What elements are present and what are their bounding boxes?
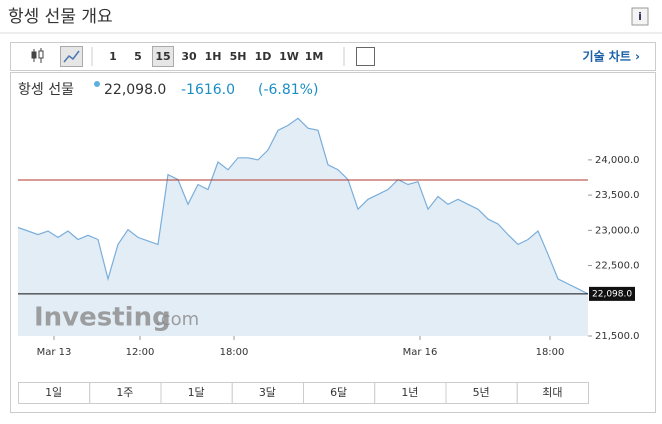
range-label: 5년 bbox=[473, 386, 490, 399]
sheet-icon[interactable] bbox=[356, 47, 375, 66]
x-tick-label: 18:00 bbox=[536, 347, 565, 358]
interval-button[interactable]: 15 bbox=[155, 50, 170, 63]
quote-price: 22,098.0 bbox=[104, 82, 166, 98]
range-label: 6달 bbox=[330, 386, 347, 399]
range-label: 최대 bbox=[542, 386, 562, 399]
y-tick-label: 23,500.0 bbox=[595, 190, 640, 201]
range-label: 1일 bbox=[45, 385, 62, 399]
line-icon bbox=[63, 50, 80, 63]
x-tick-label: 12:00 bbox=[126, 347, 155, 358]
range-label: 1년 bbox=[401, 386, 418, 399]
y-tick-label: 22,500.0 bbox=[595, 261, 640, 272]
interval-button[interactable]: 5 bbox=[134, 50, 142, 63]
line-icon-button[interactable] bbox=[60, 46, 83, 67]
quote-change: -1616.0 bbox=[181, 82, 235, 98]
y-tick-label: 21,500.0 bbox=[595, 331, 640, 342]
x-tick-label: Mar 13 bbox=[37, 347, 72, 358]
range-button[interactable] bbox=[516, 382, 589, 404]
title: 항셍 선물 개요 bbox=[8, 7, 113, 27]
interval-selected bbox=[152, 46, 174, 67]
quote-name: 항셍 선물 bbox=[18, 82, 74, 98]
interval-button[interactable]: 1M bbox=[305, 50, 324, 63]
info-icon: i bbox=[638, 10, 642, 23]
watermark-suffix: .com bbox=[155, 309, 199, 330]
last-price-label: 22,098.0 bbox=[592, 289, 632, 299]
interval-button[interactable]: 1 bbox=[109, 50, 117, 63]
x-tick-label: 18:00 bbox=[220, 347, 249, 358]
y-tick-label: 23,000.0 bbox=[595, 225, 640, 236]
last-price-box bbox=[589, 286, 635, 301]
watermark-brand: Investing bbox=[34, 303, 171, 333]
x-tick-label: Mar 16 bbox=[403, 347, 438, 358]
interval-button[interactable]: 1W bbox=[279, 50, 299, 63]
interval-button[interactable]: 30 bbox=[181, 50, 197, 63]
interval-button[interactable]: 5H bbox=[230, 50, 247, 63]
area-fill bbox=[18, 118, 588, 336]
quote-percent: (-6.81%) bbox=[258, 82, 318, 98]
range-label: 1주 bbox=[116, 386, 133, 399]
toolbar bbox=[10, 42, 656, 71]
info-button[interactable] bbox=[631, 7, 649, 26]
price-line bbox=[17, 117, 589, 295]
range-label: 3달 bbox=[259, 386, 276, 399]
range-label: 1달 bbox=[188, 386, 205, 399]
live-dot bbox=[94, 81, 100, 87]
technical-link[interactable]: 기술 차트 › bbox=[583, 49, 641, 64]
interval-button[interactable]: 1H bbox=[205, 50, 222, 63]
candle-icon[interactable] bbox=[31, 48, 44, 63]
y-tick-label: 24,000.0 bbox=[595, 155, 640, 166]
interval-button[interactable]: 1D bbox=[255, 50, 272, 63]
